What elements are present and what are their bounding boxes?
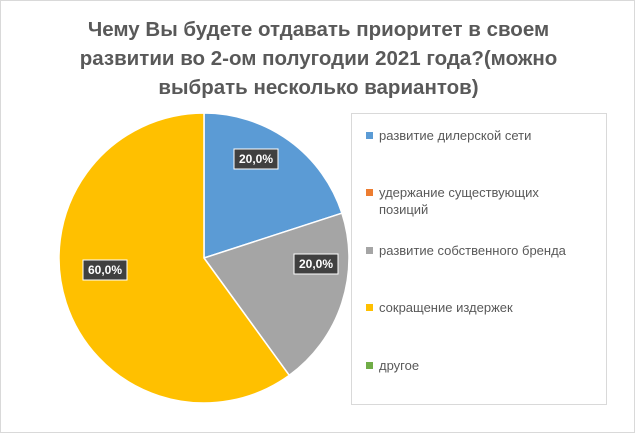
legend-label-0-line-0: развитие дилерской сети [379, 128, 532, 143]
data-label-3: 60,0% [82, 259, 128, 281]
legend-item-0: развитие дилерской сети [366, 127, 600, 144]
legend-label-1-line-1: позиций [379, 202, 429, 217]
legend-label-4: другое [379, 357, 419, 374]
legend-label-0: развитие дилерской сети [379, 127, 531, 144]
chart-title-line-1: Чему Вы будете отдавать приоритет в свое… [87, 18, 550, 41]
legend-swatch-0 [366, 132, 373, 139]
data-label-2: 20,0% [293, 253, 339, 275]
legend-swatch-4 [366, 362, 373, 369]
pie-slice-3 [58, 112, 291, 404]
chart-title-line-3: выбрать несколько вариантов) [158, 76, 479, 99]
legend-swatch-1 [366, 189, 373, 196]
legend-item-4: другое [366, 357, 600, 374]
svg-text:20,0%: 20,0% [299, 257, 333, 271]
legend-item-3: сокращение издержек [366, 299, 600, 316]
svg-text:60,0%: 60,0% [88, 263, 122, 277]
chart-title: Чему Вы будете отдавать приоритет в свое… [31, 15, 606, 102]
legend-swatch-3 [366, 304, 373, 311]
legend-label-4-line-0: другое [379, 358, 420, 373]
legend-label-2-line-0: развитие собственного бренда [379, 243, 566, 258]
legend-label-3: сокращение издержек [379, 299, 513, 316]
chart-title-line-2: развитии во 2-ом полугодии 2021 года?(мо… [79, 47, 558, 70]
legend-item-2: развитие собственного бренда [366, 242, 600, 259]
legend-label-1-line-0: удержание существующих [379, 185, 539, 200]
svg-text:20,0%: 20,0% [239, 152, 273, 166]
legend-swatch-2 [366, 247, 373, 254]
legend-label-3-line-0: сокращение издержек [379, 300, 513, 315]
data-label-0: 20,0% [233, 148, 279, 170]
legend-label-1: удержание существующих позиций [379, 184, 539, 218]
legend-item-1: удержание существующих позиций [366, 184, 600, 218]
legend-label-2: развитие собственного бренда [379, 242, 566, 259]
chart-legend: развитие дилерской сети удержание существ… [351, 113, 607, 405]
